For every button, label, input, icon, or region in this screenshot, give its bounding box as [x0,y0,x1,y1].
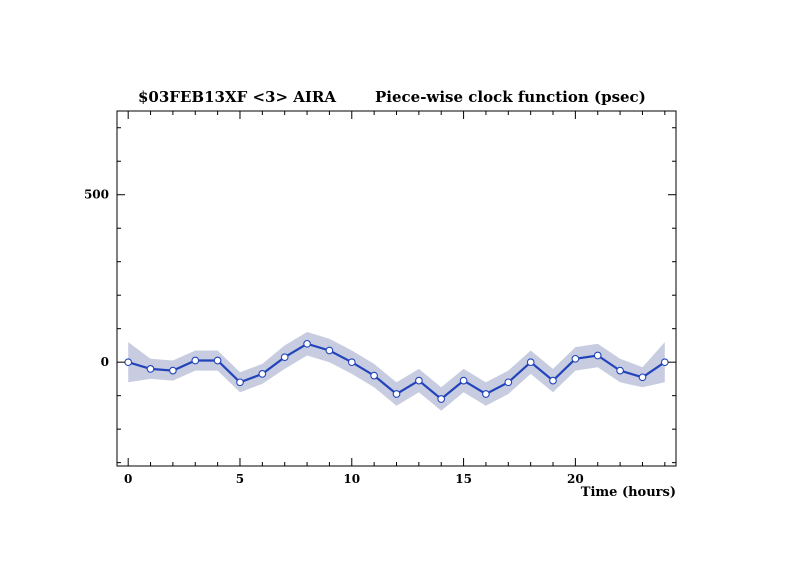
data-point [146,365,155,373]
x-tick-label: 5 [236,472,244,486]
data-point [236,378,244,387]
y-tick-label: 0 [101,355,109,369]
chart-title-left: $03FEB13XF <3> AIRA [138,88,336,106]
data-point [482,390,490,398]
data-point [638,373,647,382]
data-point [124,358,133,367]
x-tick-label: 0 [124,472,132,486]
plot-frame [116,110,677,467]
data-point [459,376,468,385]
x-tick-label: 15 [455,472,472,486]
data-point [347,358,356,367]
data-point [437,395,446,403]
data-point [392,390,401,398]
data-point [616,366,624,375]
data-point [169,366,177,375]
data-point [370,371,378,380]
chart-title-right: Piece-wise clock function (psec) [375,88,646,106]
data-point-layer [124,339,669,403]
x-tick-label: 10 [343,472,360,486]
data-point [258,370,267,378]
data-point [549,376,557,385]
data-point [191,356,200,365]
data-point [325,346,334,355]
data-point [593,351,602,360]
data-point [213,356,222,365]
y-tick-label: 500 [84,188,109,202]
error-band-layer [128,332,665,411]
data-point [571,354,580,363]
axis-ticks: 0 5 10 15 20 0 500 [84,111,676,486]
data-point [280,353,289,362]
data-point [526,358,535,367]
data-point [660,358,669,367]
data-point [303,339,311,348]
data-point [504,378,513,387]
x-tick-label: 20 [567,472,584,486]
error-band [128,332,665,411]
x-axis-label: Time (hours) [581,485,676,500]
data-point [415,376,423,385]
